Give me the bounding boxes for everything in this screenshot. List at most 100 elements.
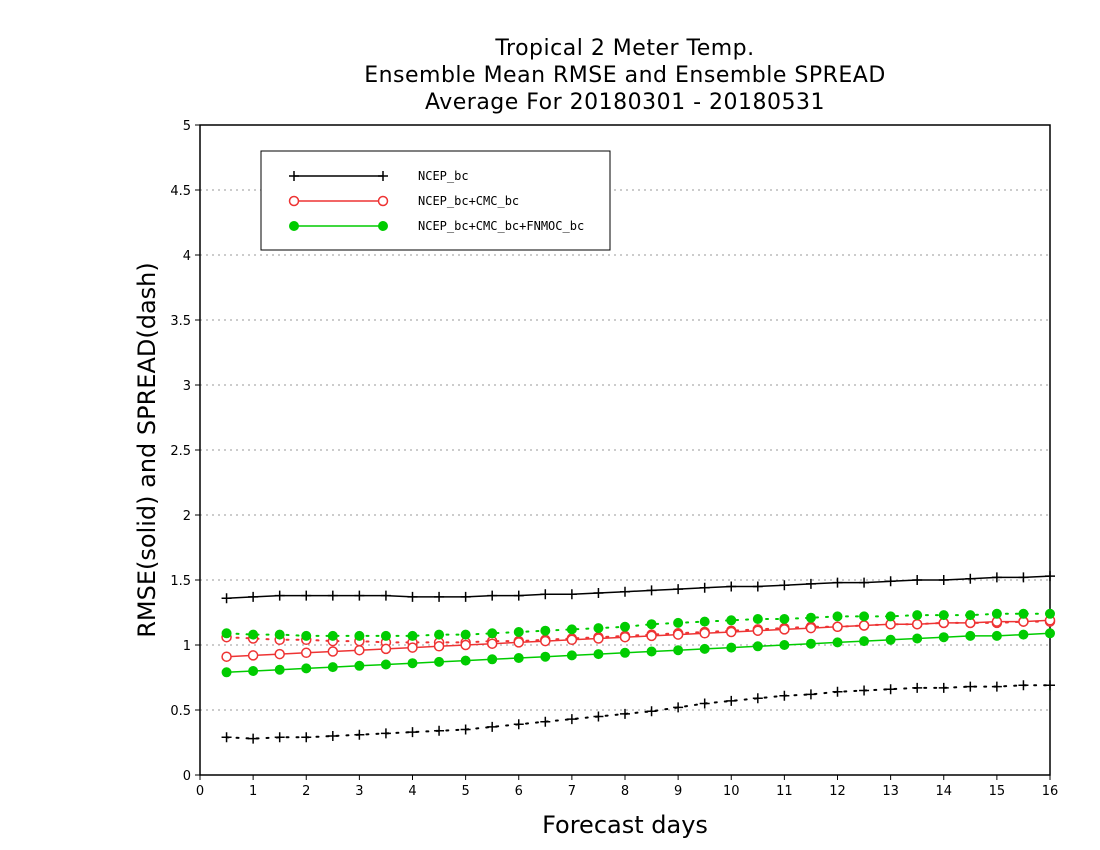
rmse-point-ncep-bc-cmc-bc-fnmoc-bc xyxy=(380,659,391,670)
rmse-point-ncep-bc-cmc-bc-fnmoc-bc xyxy=(540,651,551,662)
spread-point-ncep-bc xyxy=(938,682,949,693)
spread-point-ncep-bc-cmc-bc-fnmoc-bc xyxy=(991,608,1002,619)
rmse-point-ncep-bc xyxy=(487,590,498,601)
rmse-point-ncep-bc-cmc-bc-fnmoc-bc xyxy=(327,662,338,673)
rmse-point-ncep-bc-cmc-bc-fnmoc-bc xyxy=(752,641,763,652)
spread-point-ncep-bc xyxy=(673,702,684,713)
rmse-point-ncep-bc-cmc-bc xyxy=(380,643,392,655)
spread-point-ncep-bc-cmc-bc-fnmoc-bc xyxy=(805,612,816,623)
rmse-point-ncep-bc xyxy=(726,581,737,592)
legend-marker-ncep-bc-cmc-bc xyxy=(377,195,389,207)
spread-point-ncep-bc-cmc-bc-fnmoc-bc xyxy=(380,630,391,641)
rmse-point-ncep-bc-cmc-bc-fnmoc-bc xyxy=(1045,628,1055,639)
rmse-point-ncep-bc-cmc-bc xyxy=(911,618,923,630)
rmse-point-ncep-bc-cmc-bc xyxy=(672,629,684,640)
rmse-point-ncep-bc xyxy=(938,575,949,585)
rmse-point-ncep-bc xyxy=(885,576,896,587)
rmse-point-ncep-bc xyxy=(434,591,445,602)
spread-point-ncep-bc-cmc-bc-fnmoc-bc xyxy=(859,611,870,622)
rmse-point-ncep-bc-cmc-bc-fnmoc-bc xyxy=(938,632,949,643)
spread-point-ncep-bc xyxy=(327,731,338,741)
rmse-point-ncep-bc xyxy=(779,580,790,591)
rmse-point-ncep-bc xyxy=(593,588,604,598)
rmse-point-ncep-bc-cmc-bc-fnmoc-bc xyxy=(859,636,870,647)
spread-point-ncep-bc xyxy=(912,682,923,693)
rmse-point-ncep-bc-cmc-bc xyxy=(858,620,870,631)
series-ncep-bc-cmc-bc-fnmoc-bc xyxy=(221,608,1055,678)
rmse-point-ncep-bc-cmc-bc xyxy=(619,631,631,643)
legend-marker-ncep-bc xyxy=(378,171,388,181)
spread-point-ncep-bc xyxy=(885,684,896,695)
spread-point-ncep-bc-cmc-bc-fnmoc-bc xyxy=(301,630,312,641)
spread-point-ncep-bc-cmc-bc-fnmoc-bc xyxy=(354,630,365,641)
rmse-line-ncep-bc xyxy=(226,575,1051,599)
rmse-point-ncep-bc xyxy=(673,584,684,595)
x-axis-label: Forecast days xyxy=(542,811,708,839)
spread-point-ncep-bc-cmc-bc-fnmoc-bc xyxy=(938,610,949,621)
rmse-point-ncep-bc-cmc-bc-fnmoc-bc xyxy=(965,630,976,641)
rmse-point-ncep-bc-cmc-bc-fnmoc-bc xyxy=(221,667,232,678)
y-tick-label: 1 xyxy=(183,639,191,654)
rmse-point-ncep-bc xyxy=(646,585,657,596)
rmse-point-ncep-bc-cmc-bc-fnmoc-bc xyxy=(354,660,365,671)
rmse-point-ncep-bc-cmc-bc-fnmoc-bc xyxy=(1018,629,1029,640)
spread-point-ncep-bc-cmc-bc-fnmoc-bc xyxy=(407,630,418,641)
rmse-point-ncep-bc-cmc-bc-fnmoc-bc xyxy=(646,646,657,657)
y-tick-label: 3 xyxy=(183,379,191,394)
x-tick-label: 3 xyxy=(355,784,363,799)
rmse-point-ncep-bc xyxy=(221,593,232,604)
rmse-point-ncep-bc xyxy=(752,581,763,592)
rmse-point-ncep-bc xyxy=(327,590,338,601)
x-tick-label: 9 xyxy=(674,784,682,799)
spread-point-ncep-bc xyxy=(407,727,418,738)
spread-point-ncep-bc-cmc-bc-fnmoc-bc xyxy=(540,625,551,636)
series-layer xyxy=(221,571,1056,744)
legend-label-ncep-bc-cmc-bc-fnmoc-bc: NCEP_bc+CMC_bc+FNMOC_bc xyxy=(418,219,584,233)
spread-point-ncep-bc-cmc-bc-fnmoc-bc xyxy=(274,629,285,640)
chart-title-line-3: Average For 20180301 - 20180531 xyxy=(424,90,826,115)
rmse-point-ncep-bc-cmc-bc xyxy=(593,633,604,644)
y-tick-label: 2 xyxy=(183,509,191,524)
spread-point-ncep-bc xyxy=(620,708,630,719)
spread-point-ncep-bc xyxy=(434,725,445,736)
rmse-point-ncep-bc xyxy=(380,590,391,601)
spread-point-ncep-bc-cmc-bc-fnmoc-bc xyxy=(248,629,259,640)
rmse-point-ncep-bc-cmc-bc-fnmoc-bc xyxy=(460,655,471,666)
rmse-point-ncep-bc-cmc-bc-fnmoc-bc xyxy=(248,666,259,676)
x-tick-label: 15 xyxy=(989,784,1006,799)
spread-point-ncep-bc-cmc-bc-fnmoc-bc xyxy=(885,611,896,622)
x-tick-label: 1 xyxy=(249,784,257,799)
spread-point-ncep-bc xyxy=(248,733,259,744)
rmse-point-ncep-bc xyxy=(354,590,365,601)
spread-point-ncep-bc xyxy=(752,693,763,704)
rmse-point-ncep-bc xyxy=(540,589,551,600)
rmse-point-ncep-bc-cmc-bc xyxy=(327,646,339,657)
legend-label-ncep-bc-cmc-bc: NCEP_bc+CMC_bc xyxy=(418,194,519,208)
spread-point-ncep-bc-cmc-bc-fnmoc-bc xyxy=(726,615,737,626)
spread-point-ncep-bc-cmc-bc-fnmoc-bc xyxy=(673,617,684,628)
rmse-point-ncep-bc xyxy=(805,578,816,589)
rmse-point-ncep-bc-cmc-bc xyxy=(247,650,259,661)
chart-title-line-2: Ensemble Mean RMSE and Ensemble SPREAD xyxy=(364,63,886,88)
spread-point-ncep-bc xyxy=(274,732,285,743)
x-tick-label: 0 xyxy=(196,784,204,799)
rmse-point-ncep-bc-cmc-bc-fnmoc-bc xyxy=(620,647,630,658)
x-tick-label: 8 xyxy=(621,784,629,799)
legend-label-ncep-bc: NCEP_bc xyxy=(418,169,469,183)
rmse-point-ncep-bc xyxy=(965,573,976,584)
x-tick-label: 7 xyxy=(568,784,576,799)
spread-point-ncep-bc-cmc-bc-fnmoc-bc xyxy=(434,629,445,640)
rmse-point-ncep-bc-cmc-bc xyxy=(805,622,817,634)
y-tick-label: 1.5 xyxy=(170,574,191,589)
x-tick-label: 6 xyxy=(515,784,523,799)
rmse-point-ncep-bc-cmc-bc xyxy=(646,630,657,642)
x-tick-label: 12 xyxy=(829,784,846,799)
rmse-point-ncep-bc xyxy=(859,577,870,588)
spread-point-ncep-bc-cmc-bc-fnmoc-bc xyxy=(487,628,498,639)
spread-point-ncep-bc-cmc-bc-fnmoc-bc xyxy=(912,610,923,621)
rmse-point-ncep-bc-cmc-bc xyxy=(540,635,551,647)
rmse-point-ncep-bc-cmc-bc-fnmoc-bc xyxy=(805,638,816,649)
rmse-point-ncep-bc xyxy=(248,591,259,602)
spread-point-ncep-bc xyxy=(859,685,870,696)
spread-point-ncep-bc xyxy=(566,714,577,725)
